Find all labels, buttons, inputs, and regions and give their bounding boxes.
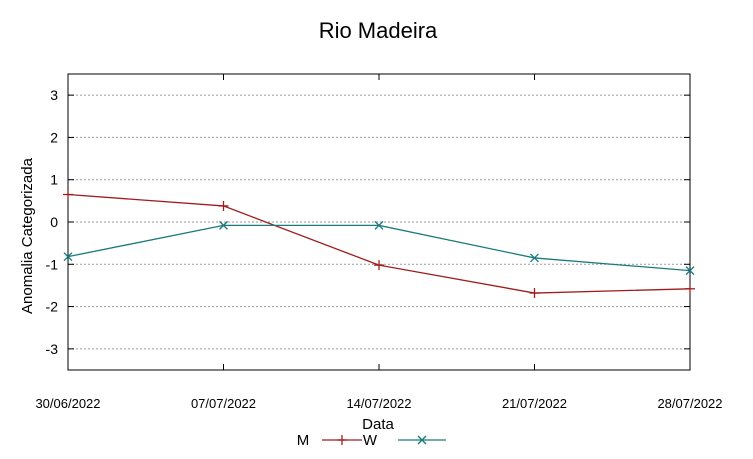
data-point-m: [529, 288, 540, 299]
y-tick-label: -3: [46, 341, 59, 357]
y-tick-label: -1: [46, 256, 59, 272]
legend-marker-w: [417, 435, 427, 445]
x-tick-label: 21/07/2022: [502, 396, 567, 411]
data-point-m: [685, 283, 695, 294]
data-point-w: [63, 252, 73, 262]
y-axis-ticks: 3 2 1 0 -1 -2 -3: [46, 87, 690, 357]
x-tick-label: 30/06/2022: [35, 396, 100, 411]
data-point-w: [374, 220, 384, 230]
data-point-w: [530, 253, 539, 263]
data-point-m: [218, 200, 229, 211]
x-axis-label: Data: [362, 416, 394, 433]
grid-lines: [68, 94, 690, 350]
series-layer: [63, 189, 695, 299]
y-tick-label: 3: [50, 87, 58, 103]
series-line-m: [67, 193, 691, 294]
y-axis-label: Anomalia Categorizada: [19, 157, 36, 314]
data-point-m: [63, 189, 73, 200]
legend-label-m: M: [297, 432, 310, 449]
data-point-w: [685, 266, 695, 276]
y-tick-label: 0: [50, 214, 58, 230]
y-tick-label: 1: [50, 172, 58, 188]
x-tick-label: 14/07/2022: [346, 396, 411, 411]
x-tick-label: 07/07/2022: [191, 396, 256, 411]
x-axis-ticks: 30/06/2022 07/07/2022 14/07/2022 21/07/2022…: [35, 74, 723, 411]
legend-marker-m: [337, 435, 347, 445]
chart-title: Rio Madeira: [319, 18, 438, 43]
data-point-m: [374, 260, 384, 271]
legend-label-w: W: [363, 432, 378, 449]
y-tick-label: -2: [46, 299, 59, 315]
y-tick-label: 2: [50, 129, 58, 145]
x-tick-label: 28/07/2022: [657, 396, 722, 411]
data-point-w: [219, 220, 228, 230]
